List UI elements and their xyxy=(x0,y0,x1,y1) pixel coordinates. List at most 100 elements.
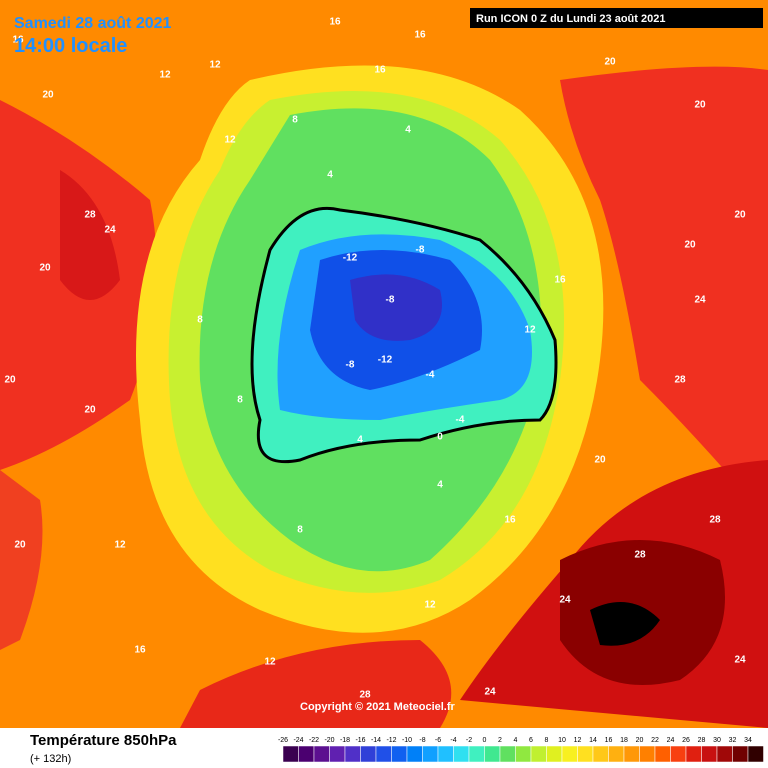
isotherm-label: 16 xyxy=(504,515,516,526)
isotherm-label: 28 xyxy=(84,210,96,221)
legend-swatch xyxy=(732,745,749,763)
legend-swatch xyxy=(747,745,764,763)
legend-swatch xyxy=(391,745,408,763)
isotherm-label: 20 xyxy=(594,455,606,466)
isotherm-label: 4 xyxy=(357,435,363,446)
map-labels: 20 16 12 12 16 16 16 20 20 20 28 24 20 20 20 20 12 12 8 4 4 -… xyxy=(4,17,746,701)
legend-tick-label: -8 xyxy=(419,737,425,744)
isotherm-label: 28 xyxy=(674,375,686,386)
isotherm-label: 12 xyxy=(114,540,126,551)
isotherm-label: 16 xyxy=(374,65,386,76)
legend-tick-label: 30 xyxy=(713,737,721,744)
isotherm-label: -12 xyxy=(343,253,358,264)
isotherm-label: 20 xyxy=(604,57,616,68)
legend-swatch xyxy=(546,745,563,763)
isotherm-label: 20 xyxy=(14,540,26,551)
legend-tick-label: 12 xyxy=(574,737,582,744)
isotherm-label: 16 xyxy=(414,30,426,41)
legend-tick-label: 26 xyxy=(682,737,690,744)
isotherm-label: 20 xyxy=(734,210,746,221)
legend-tick-label: 28 xyxy=(698,737,706,744)
isotherm-label: 16 xyxy=(554,275,566,286)
legend-swatch xyxy=(344,745,361,763)
legend-swatch xyxy=(406,745,423,763)
legend-tick-label: -2 xyxy=(466,737,472,744)
legend-swatch xyxy=(329,745,346,763)
legend-swatch xyxy=(437,745,454,763)
isotherm-label: -4 xyxy=(426,370,435,381)
legend-tick-label: 18 xyxy=(620,737,628,744)
isotherm-label: 12 xyxy=(264,657,276,668)
copyright: Copyright © 2021 Meteociel.fr xyxy=(300,701,456,713)
legend-swatch xyxy=(375,745,392,763)
legend-swatch xyxy=(468,745,485,763)
legend-swatch xyxy=(422,745,439,763)
legend-tick-label: -18 xyxy=(340,737,350,744)
legend-tick-label: 2 xyxy=(498,737,502,744)
isotherm-label: 28 xyxy=(709,515,721,526)
color-legend: -26 -24 -22 -20 -18 -16 -14 -12 -10 -8 -6 -4 -2 0 2 4 6 8… xyxy=(278,737,764,763)
isotherm-label: 4 xyxy=(437,480,443,491)
legend-swatch xyxy=(654,745,671,763)
run-box xyxy=(470,8,763,28)
date: Samedi 28 août 2021 xyxy=(14,15,172,32)
legend-swatch xyxy=(453,745,470,763)
legend-swatch xyxy=(701,745,718,763)
isotherm-label: 24 xyxy=(694,295,706,306)
isotherm-label: 12 xyxy=(524,325,536,336)
legend-tick-label: 16 xyxy=(605,737,613,744)
legend-swatch xyxy=(499,745,516,763)
legend-swatch xyxy=(639,745,656,763)
legend-swatch xyxy=(623,745,640,763)
legend-tick-label: 22 xyxy=(651,737,659,744)
legend-tick-label: -26 xyxy=(278,737,288,744)
isotherm-label: 8 xyxy=(237,395,243,406)
isotherm-label: 24 xyxy=(559,595,571,606)
isotherm-label: 20 xyxy=(684,240,696,251)
legend-tick-label: -12 xyxy=(386,737,396,744)
isotherm-label: 24 xyxy=(104,225,116,236)
legend-tick-label: -10 xyxy=(402,737,412,744)
isotherm-label: 12 xyxy=(224,135,236,146)
lead-time: (+ 132h) xyxy=(30,753,71,765)
isotherm-label: 8 xyxy=(197,315,203,326)
isotherm-label: 24 xyxy=(734,655,746,666)
legend-tick-label: -6 xyxy=(435,737,441,744)
legend-swatch xyxy=(360,745,377,763)
legend-swatch xyxy=(515,745,532,763)
isotherm-label: 16 xyxy=(12,35,24,46)
legend-swatch xyxy=(577,745,594,763)
isotherm-label: 20 xyxy=(39,263,51,274)
legend-tick-label: -14 xyxy=(371,737,381,744)
legend-tick-label: 32 xyxy=(729,737,737,744)
legend-tick-label: 8 xyxy=(545,737,549,744)
legend-swatch xyxy=(670,745,687,763)
legend-swatch xyxy=(716,745,733,763)
isotherm-label: 20 xyxy=(4,375,16,386)
isotherm-label: -12 xyxy=(378,355,393,366)
legend-swatch xyxy=(298,745,315,763)
isotherm-label: 0 xyxy=(437,432,443,443)
legend-tick-label: 14 xyxy=(589,737,597,744)
isotherm-label: -8 xyxy=(386,295,395,306)
legend-tick-label: -22 xyxy=(309,737,319,744)
isotherm-label: 12 xyxy=(209,60,221,71)
isotherm-label: 20 xyxy=(42,90,54,101)
legend-tick-label: 24 xyxy=(667,737,675,744)
local-time: 14:00 locale xyxy=(14,35,127,57)
isotherm-label: 24 xyxy=(484,687,496,698)
isotherm-label: -4 xyxy=(456,415,465,426)
isotherm-label: 20 xyxy=(694,100,706,111)
isotherm-label: 8 xyxy=(297,525,303,536)
legend-swatch xyxy=(592,745,609,763)
legend-tick-label: 20 xyxy=(636,737,644,744)
legend-tick-label: 10 xyxy=(558,737,566,744)
legend-tick-label: -4 xyxy=(450,737,456,744)
legend-swatch xyxy=(561,745,578,763)
map xyxy=(0,0,768,728)
isotherm-label: 28 xyxy=(359,690,371,701)
legend-swatch xyxy=(685,745,702,763)
isotherm-label: 16 xyxy=(329,17,341,28)
run-info: Run ICON 0 Z du Lundi 23 août 2021 xyxy=(476,13,665,25)
